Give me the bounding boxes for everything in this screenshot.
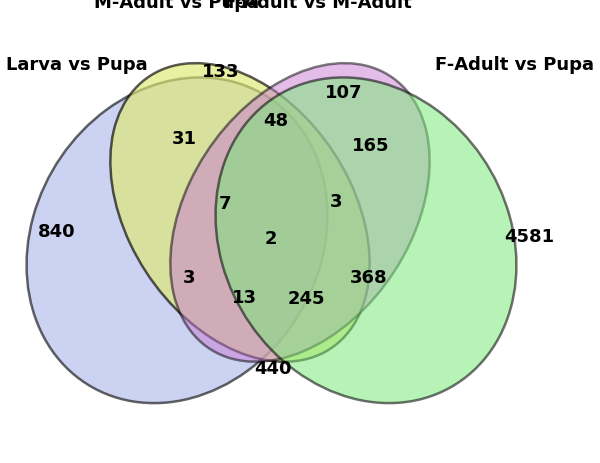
Text: 245: 245 xyxy=(287,290,325,307)
Text: M-Adult vs Pupa: M-Adult vs Pupa xyxy=(94,0,260,12)
Text: 440: 440 xyxy=(254,359,292,377)
Text: 3: 3 xyxy=(183,269,195,287)
Text: 368: 368 xyxy=(350,269,388,287)
Text: F-Adult vs M-Adult: F-Adult vs M-Adult xyxy=(224,0,412,12)
Text: Larva vs Pupa: Larva vs Pupa xyxy=(6,56,148,74)
Text: 48: 48 xyxy=(263,112,289,129)
Ellipse shape xyxy=(26,78,328,403)
Text: F-Adult vs Pupa: F-Adult vs Pupa xyxy=(435,56,594,74)
Text: 13: 13 xyxy=(232,288,257,306)
Text: 4581: 4581 xyxy=(504,227,554,245)
Ellipse shape xyxy=(215,78,517,403)
Ellipse shape xyxy=(170,64,430,362)
Text: 133: 133 xyxy=(202,63,239,81)
Text: 2: 2 xyxy=(265,230,277,247)
Text: 840: 840 xyxy=(38,223,76,240)
Text: 7: 7 xyxy=(219,195,231,213)
Text: 3: 3 xyxy=(330,193,342,210)
Ellipse shape xyxy=(110,64,370,362)
Text: 31: 31 xyxy=(172,130,197,148)
Text: 165: 165 xyxy=(352,137,389,155)
Text: 107: 107 xyxy=(325,84,362,101)
